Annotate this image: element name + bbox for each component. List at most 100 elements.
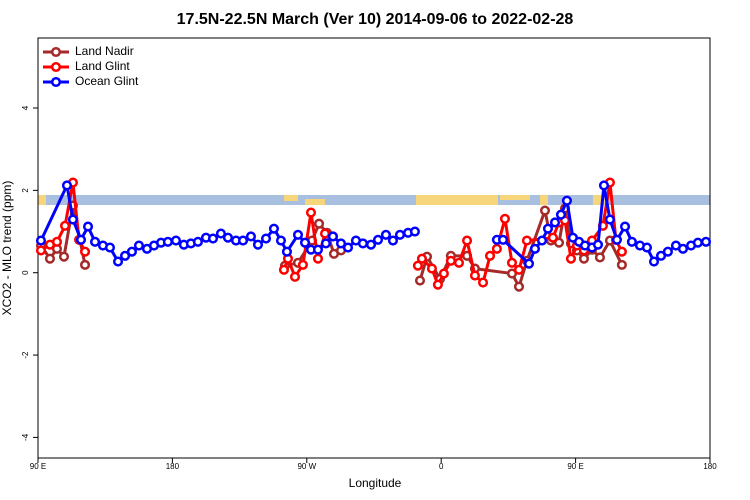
x-axis-label: Longitude — [349, 476, 402, 490]
data-point — [82, 221, 94, 232]
legend-label: Land Nadir — [75, 44, 134, 58]
data-point — [327, 231, 338, 242]
data-point — [51, 236, 63, 247]
data-point — [497, 234, 509, 245]
data-point — [506, 257, 518, 268]
data-point — [79, 246, 91, 257]
data-point — [133, 240, 144, 251]
data-point — [578, 253, 590, 264]
data-point — [598, 180, 610, 191]
data-point — [305, 207, 317, 218]
legend-marker — [50, 76, 62, 88]
x-tick-label: 90 E — [567, 462, 583, 471]
y-tick-label: 2 — [21, 188, 30, 193]
y-tick-label: -4 — [21, 433, 30, 441]
data-point — [320, 238, 331, 249]
data-point — [553, 237, 565, 248]
data-point — [619, 221, 631, 232]
data-point — [372, 234, 384, 245]
data-point — [426, 263, 437, 274]
data-point — [555, 209, 567, 220]
y-tick-label: 0 — [21, 270, 30, 275]
data-point — [365, 239, 377, 250]
data-point — [414, 275, 426, 286]
data-point — [655, 250, 667, 261]
data-point — [692, 237, 703, 248]
x-tick-label: 180 — [166, 462, 180, 471]
data-point — [297, 259, 308, 270]
data-point — [529, 243, 541, 254]
data-point — [469, 270, 480, 281]
data-point — [521, 235, 532, 246]
data-point — [335, 238, 347, 249]
data-point — [44, 253, 55, 264]
data-point — [312, 244, 324, 255]
data-point — [104, 242, 116, 253]
data-point — [342, 242, 354, 253]
data-point — [432, 279, 443, 290]
data-point — [438, 268, 449, 279]
y-axis-label: XCO2 - MLO trend (ppm) — [0, 181, 14, 316]
legend-label: Ocean Glint — [75, 74, 139, 88]
data-point — [616, 246, 627, 257]
data-point — [357, 238, 368, 249]
x-tick-label: 90 E — [30, 462, 46, 471]
data-point — [58, 251, 70, 262]
data-point — [536, 235, 548, 246]
data-point — [162, 236, 173, 247]
data-point — [268, 223, 279, 234]
data-point — [677, 243, 689, 254]
data-point — [289, 271, 301, 282]
data-point — [126, 246, 137, 257]
data-point — [416, 253, 427, 264]
data-point — [281, 246, 292, 257]
data-point — [539, 205, 551, 216]
data-point — [112, 256, 124, 267]
data-point — [445, 255, 456, 266]
x-tick-label: 90 W — [297, 462, 316, 471]
data-point — [662, 246, 673, 257]
data-point — [594, 252, 605, 263]
data-point — [499, 213, 511, 224]
y-tick-label: -2 — [21, 351, 30, 359]
data-point — [252, 239, 264, 250]
data-point — [648, 256, 660, 267]
data-point — [275, 235, 287, 246]
data-point — [565, 253, 577, 264]
data-point — [61, 180, 73, 191]
data-point — [245, 231, 256, 242]
data-point — [616, 259, 627, 270]
data-point — [35, 235, 47, 246]
data-point — [170, 235, 182, 246]
data-point — [380, 229, 391, 240]
data-point — [409, 226, 420, 237]
data-point — [641, 242, 653, 253]
data-point — [604, 214, 615, 225]
y-tick-label: 4 — [21, 105, 30, 110]
legend-label: Land Glint — [75, 59, 130, 73]
data-point — [59, 220, 71, 231]
data-point — [67, 214, 78, 225]
data-point — [313, 218, 325, 229]
data-point — [260, 233, 272, 244]
x-tick-label: 0 — [439, 462, 444, 471]
data-point — [484, 250, 496, 261]
data-point — [79, 259, 91, 270]
data-point — [312, 253, 324, 264]
legend-marker — [50, 61, 62, 73]
data-point — [547, 232, 558, 243]
data-point — [299, 237, 311, 248]
data-point — [611, 234, 623, 245]
data-point — [549, 217, 561, 228]
data-point — [477, 277, 489, 288]
data-point — [561, 195, 572, 206]
data-point — [700, 236, 712, 247]
data-point — [222, 232, 234, 243]
data-point — [237, 235, 249, 246]
x-tick-label: 180 — [703, 462, 717, 471]
data-point — [523, 258, 535, 269]
data-point — [89, 236, 101, 247]
map-strip — [38, 195, 710, 205]
data-point — [35, 245, 47, 256]
